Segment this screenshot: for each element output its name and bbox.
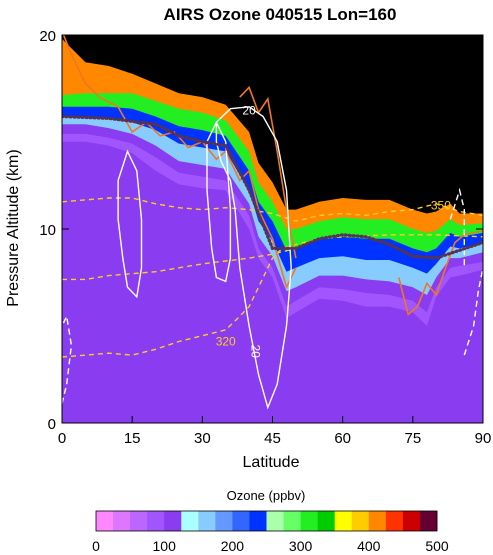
axes: 0 15 30 45 60 75 90 0 10 20 — [39, 28, 491, 447]
colorbar-swatch — [164, 511, 182, 531]
colorbar-tick-label: 400 — [357, 538, 381, 554]
colorbar-swatch — [113, 511, 131, 531]
tropopause-dotted-line — [62, 114, 483, 260]
colorbar-swatch — [283, 511, 301, 531]
plot-body: 20 20 320 350 — [62, 35, 483, 423]
colorbar-swatch — [368, 511, 387, 531]
y-axis-label: Pressure Altitude (km) — [5, 149, 22, 306]
x-tick-label: 30 — [194, 430, 211, 447]
white-contour-label-top: 20 — [242, 104, 256, 118]
colorbar-swatch — [198, 511, 216, 531]
colorbar-swatch — [130, 511, 148, 531]
colorbar-swatch — [181, 511, 199, 531]
x-tick-label: 15 — [124, 430, 141, 447]
colorbar-swatch — [419, 511, 438, 531]
y-tick-label: 20 — [39, 28, 56, 45]
x-tick-label: 0 — [58, 430, 66, 447]
colorbar-swatch — [385, 511, 404, 531]
colorbar-swatch — [402, 511, 421, 531]
colorbar-frame — [95, 510, 438, 532]
colorbar-swatch — [147, 511, 165, 531]
colorbar-tick-label: 100 — [153, 538, 177, 554]
colorbar-swatch — [300, 511, 319, 531]
white-contour-4 — [449, 187, 465, 268]
colorbar-swatch — [249, 511, 267, 531]
x-tick-label: 45 — [264, 430, 281, 447]
yellow-contour-1 — [62, 197, 483, 222]
colorbar-tick-label: 500 — [425, 538, 449, 554]
chart-title: AIRS Ozone 040515 Lon=160 — [164, 5, 397, 24]
white-contour-3 — [463, 267, 483, 356]
white-contour-2 — [117, 149, 143, 299]
white-contour-label-side: 20 — [248, 345, 262, 359]
colorbar-swatch — [351, 511, 370, 531]
yellow-contour-0 — [62, 234, 483, 358]
colorbar-label: Ozone (ppbv) — [227, 488, 306, 503]
x-tick-label: 60 — [334, 430, 351, 447]
colorbar-swatch — [317, 511, 336, 531]
y-tick-label: 10 — [39, 222, 56, 239]
orange-contour-2 — [398, 230, 483, 316]
colorbar-swatch — [96, 511, 114, 531]
white-contour-1 — [206, 120, 232, 283]
colorbar-tick-label: 200 — [221, 538, 245, 554]
yellow-contour-2 — [62, 247, 297, 281]
white-contour-5 — [62, 313, 73, 404]
x-tick-label: 90 — [475, 430, 492, 447]
colorbar-tick-label: 0 — [92, 538, 100, 554]
colorbar-swatch — [334, 511, 353, 531]
x-tick-label: 75 — [404, 430, 421, 447]
yellow-contour-label-320: 320 — [216, 334, 236, 348]
yellow-contour-label-350: 350 — [431, 199, 451, 213]
colorbar-swatch — [215, 511, 233, 531]
plot-area: 20 20 320 350 — [62, 35, 483, 423]
colorbar: 0 100 200 300 400 500 — [92, 510, 449, 554]
y-tick-label: 0 — [48, 416, 56, 433]
x-axis-label: Latitude — [243, 454, 300, 471]
colorbar-swatch — [266, 511, 284, 531]
colorbar-swatch — [232, 511, 250, 531]
colorbar-tick-label: 300 — [289, 538, 313, 554]
orange-contour-1 — [239, 85, 297, 259]
